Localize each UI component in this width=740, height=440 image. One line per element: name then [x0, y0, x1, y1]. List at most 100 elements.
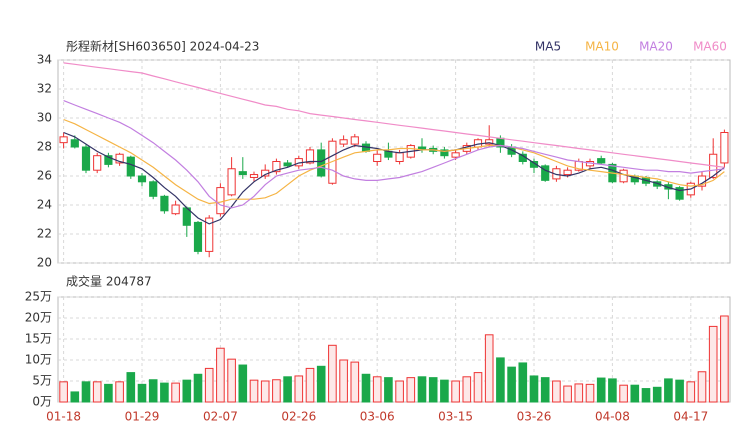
volume-bar	[596, 377, 606, 403]
volume-bar	[641, 388, 651, 403]
volume-bar	[238, 364, 248, 403]
plot-frame	[57, 296, 731, 403]
x-tick-label: 03-26	[517, 410, 552, 424]
x-tick-label: 03-15	[438, 410, 473, 424]
volume-bar	[260, 380, 270, 403]
candle-body	[619, 169, 628, 183]
volume-bar	[204, 367, 214, 403]
volume-bar	[361, 373, 371, 403]
candle-body	[205, 217, 214, 252]
candle-body	[93, 155, 102, 171]
volume-bar	[148, 379, 158, 403]
candle-body	[115, 153, 124, 164]
volume-bar	[608, 378, 617, 403]
legend-label: MA60	[693, 40, 727, 54]
x-tick-label: 02-07	[203, 410, 238, 424]
volume-bar	[574, 383, 584, 403]
volume-bar	[507, 366, 516, 403]
volume-bar	[395, 380, 404, 403]
candle-body	[59, 136, 68, 144]
volume-bar	[137, 383, 147, 403]
volume-bar	[305, 367, 315, 403]
volume-bar	[227, 358, 236, 403]
volume-bar	[372, 376, 382, 403]
legend-label: MA10	[585, 40, 619, 54]
candle-body	[70, 139, 79, 148]
volume-bar	[272, 379, 281, 403]
candle-body	[283, 162, 292, 167]
candle-body	[81, 146, 91, 171]
volume-bar	[440, 379, 449, 403]
y-tick-label: 15万	[25, 332, 52, 346]
candle-body	[451, 152, 460, 158]
volume-bar	[160, 382, 169, 403]
volume-bar	[104, 383, 113, 403]
volume-bar	[339, 359, 348, 403]
chart-title: 彤程新材[SH603650] 2024-04-23	[66, 39, 259, 54]
x-tick-label: 02-26	[281, 410, 316, 424]
y-tick-label: 22	[37, 227, 52, 241]
candle-body	[272, 161, 281, 173]
volume-bar	[171, 382, 180, 403]
candle-body	[552, 168, 561, 180]
candle-body	[485, 139, 494, 145]
candle-body	[216, 187, 225, 215]
candle-body	[238, 171, 247, 176]
volume-bar	[552, 380, 561, 403]
candle-body	[171, 204, 180, 215]
volume-bar	[406, 377, 416, 403]
volume-bar	[92, 381, 102, 403]
candle-body	[541, 165, 550, 181]
volume-bar	[585, 383, 595, 403]
candle-body	[597, 158, 606, 164]
volume-bar	[316, 365, 326, 403]
volume-bar	[193, 373, 203, 403]
x-tick-label: 04-08	[595, 410, 630, 424]
y-tick-label: 25万	[25, 290, 52, 304]
volume-bar	[283, 376, 292, 403]
plot-frame	[57, 59, 731, 264]
volume-bar	[630, 384, 640, 403]
ma-line	[63, 118, 725, 205]
volume-bar	[182, 379, 192, 403]
candle-body	[350, 136, 359, 145]
candle-body	[720, 132, 729, 164]
volume-bar	[451, 380, 460, 403]
ma-line	[63, 131, 725, 225]
candle-body	[328, 140, 337, 184]
y-tick-label: 32	[37, 82, 52, 96]
volume-bar	[216, 347, 225, 403]
volume-bar	[540, 377, 550, 403]
volume-bar	[328, 344, 337, 403]
y-tick-label: 30	[37, 111, 52, 125]
candle-body	[249, 174, 259, 178]
volume-bar	[697, 371, 707, 403]
volume-bar	[473, 372, 483, 403]
candle-body	[440, 149, 449, 157]
legend-label: MA20	[639, 40, 673, 54]
y-tick-label: 0万	[32, 395, 52, 409]
candle-body	[305, 149, 315, 164]
y-tick-label: 5万	[32, 374, 52, 388]
candle-body	[137, 175, 147, 183]
candle-body	[675, 187, 684, 200]
volume-bar	[294, 375, 304, 403]
x-tick-label: 01-29	[125, 410, 160, 424]
volume-bar	[619, 384, 628, 403]
volume-bar	[708, 325, 718, 403]
x-tick-label: 04-17	[673, 410, 708, 424]
volume-bar	[115, 381, 124, 403]
y-tick-label: 20万	[25, 311, 52, 325]
volume-bar	[350, 361, 360, 403]
candle-body	[160, 195, 169, 212]
y-tick-label: 34	[37, 53, 52, 67]
legend-label: MA5	[535, 40, 561, 54]
x-tick-label: 03-06	[360, 410, 395, 424]
y-tick-label: 24	[37, 198, 52, 212]
candle-body	[664, 184, 673, 190]
candle-body	[126, 156, 135, 177]
ma-line	[63, 100, 725, 209]
candle-body	[317, 149, 326, 177]
volume-bar	[462, 376, 472, 403]
